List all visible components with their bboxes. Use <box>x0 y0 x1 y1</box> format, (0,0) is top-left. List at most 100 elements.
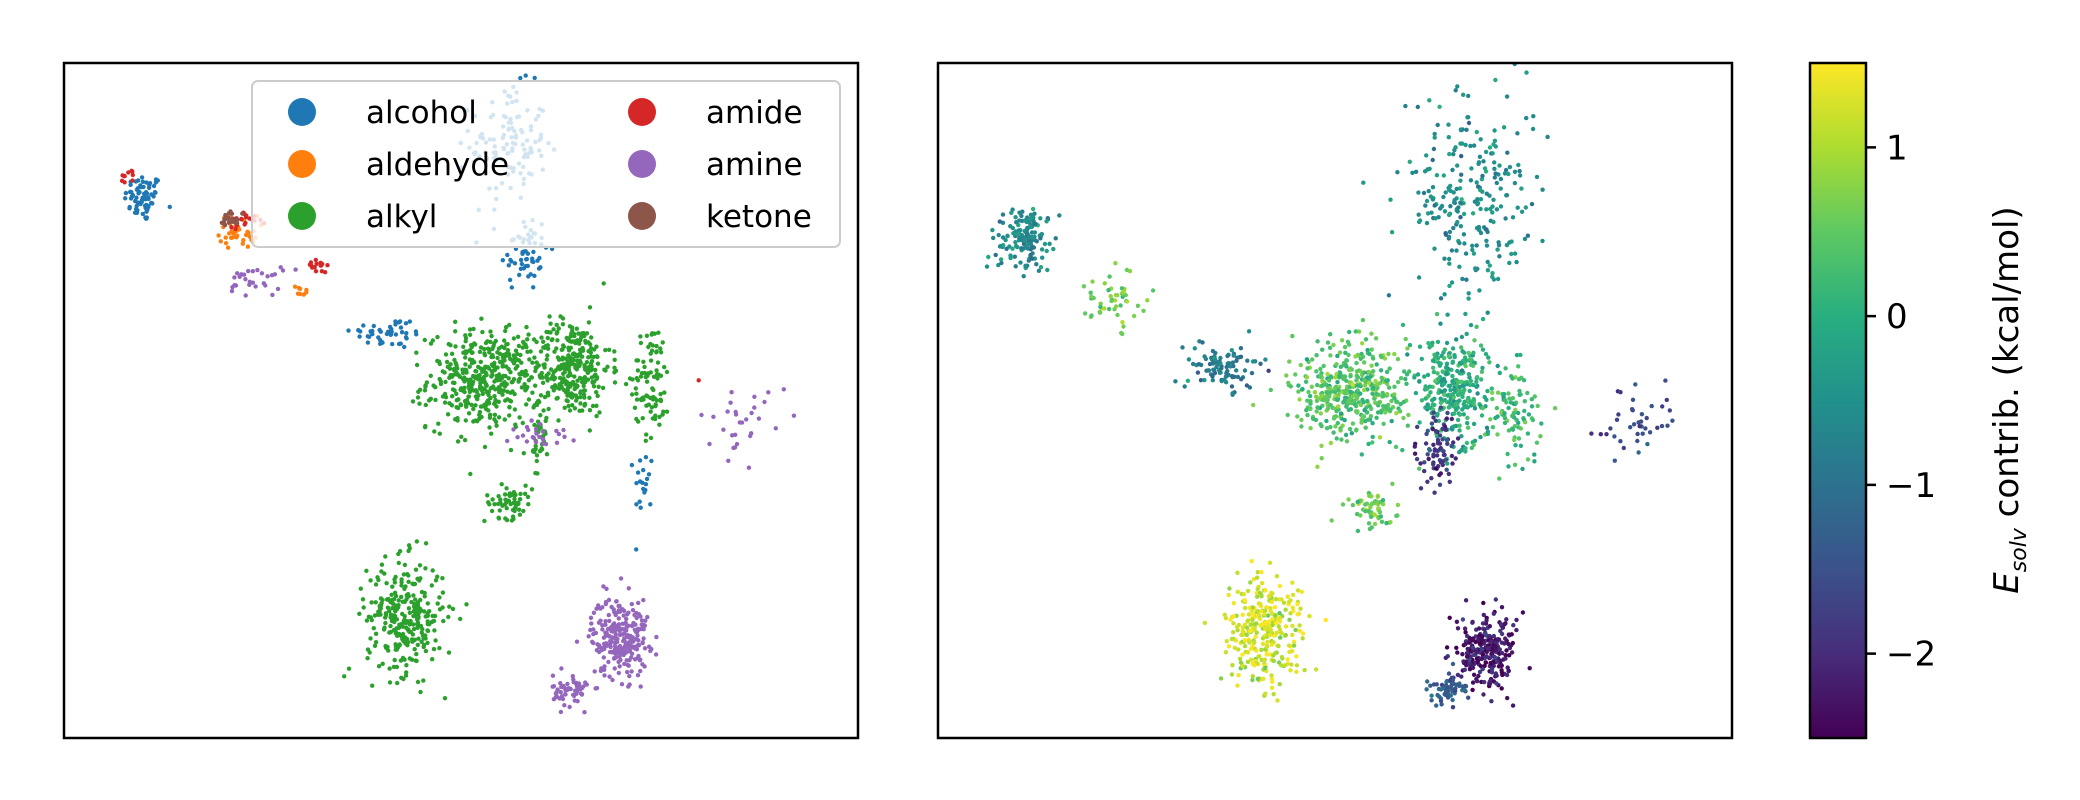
energy-point <box>1277 615 1283 621</box>
point-alcohol <box>141 184 146 190</box>
energy-point <box>1495 247 1500 252</box>
energy-point <box>1312 390 1318 395</box>
point-alkyl <box>511 377 517 382</box>
point-alkyl <box>422 590 427 596</box>
energy-point <box>1025 219 1031 224</box>
energy-point <box>1020 235 1025 241</box>
point-alkyl <box>442 400 448 405</box>
energy-point <box>1446 353 1452 359</box>
energy-point <box>1370 434 1375 440</box>
point-alkyl <box>487 350 492 355</box>
energy-point <box>1324 418 1329 424</box>
point-alkyl <box>507 404 512 410</box>
energy-point <box>1239 632 1244 638</box>
point-alkyl <box>494 377 499 382</box>
point-alkyl <box>485 339 490 344</box>
energy-point <box>1005 233 1010 239</box>
point-alkyl <box>508 447 514 453</box>
energy-point <box>1374 415 1379 420</box>
energy-point <box>1355 388 1360 393</box>
energy-point <box>1388 407 1393 412</box>
point-amine <box>600 623 605 628</box>
energy-point <box>1514 617 1519 623</box>
energy-point <box>1519 209 1525 214</box>
point-alkyl <box>649 405 655 410</box>
energy-point <box>1242 368 1248 373</box>
point-amine <box>595 642 600 647</box>
energy-point <box>1459 434 1464 439</box>
energy-point <box>1426 456 1431 462</box>
energy-point <box>1419 398 1425 403</box>
point-alkyl <box>422 337 427 343</box>
point-amine <box>558 681 563 686</box>
point-alkyl <box>525 337 530 342</box>
energy-point <box>1438 698 1444 704</box>
point-alkyl <box>512 391 517 397</box>
energy-point <box>1259 608 1264 614</box>
point-alkyl <box>662 390 667 395</box>
point-alkyl <box>464 370 469 375</box>
point-alkyl <box>582 395 587 400</box>
energy-point <box>1512 251 1518 256</box>
energy-point <box>1365 347 1370 353</box>
colorbar-gradient <box>1810 63 1866 738</box>
point-alkyl <box>581 388 587 393</box>
energy-point <box>1485 268 1491 273</box>
colorbar-label: Esolv contrib. (kcal/mol) <box>1987 206 2032 593</box>
point-amine <box>592 669 597 674</box>
point-alkyl <box>644 393 649 398</box>
energy-point <box>1379 519 1385 524</box>
point-aldehyde <box>292 284 298 289</box>
point-amine <box>559 666 564 671</box>
energy-point <box>1462 241 1467 246</box>
energy-point <box>1474 180 1479 185</box>
point-alkyl <box>404 663 409 668</box>
energy-point <box>1019 213 1024 219</box>
energy-point <box>1107 274 1112 279</box>
energy-point <box>1484 243 1490 248</box>
point-amide <box>119 178 125 183</box>
point-alkyl <box>546 393 551 398</box>
energy-point <box>1439 203 1445 209</box>
point-amine <box>553 691 559 696</box>
energy-point <box>1470 620 1475 625</box>
energy-point <box>1481 600 1486 606</box>
point-alkyl <box>453 329 458 334</box>
energy-point <box>1458 178 1463 183</box>
point-alkyl <box>629 392 635 397</box>
energy-point <box>1360 413 1365 419</box>
energy-point <box>1335 353 1340 359</box>
energy-point <box>1475 679 1480 684</box>
point-alkyl <box>396 598 401 603</box>
point-alkyl <box>496 516 502 521</box>
energy-point <box>1279 654 1285 660</box>
energy-point <box>1515 131 1520 136</box>
point-alcohol <box>519 261 525 267</box>
energy-point <box>1474 324 1479 329</box>
energy-point <box>1430 197 1436 202</box>
point-amine <box>752 394 757 399</box>
energy-point <box>1480 189 1485 194</box>
energy-point <box>1115 312 1120 318</box>
energy-point <box>1250 677 1255 683</box>
point-alkyl <box>537 426 542 431</box>
point-alkyl <box>661 409 666 414</box>
energy-point <box>1492 128 1497 133</box>
energy-point <box>1474 129 1480 135</box>
energy-point <box>1495 390 1501 395</box>
energy-point <box>1354 427 1359 432</box>
point-alkyl <box>425 640 430 646</box>
energy-point <box>1219 366 1224 371</box>
point-alkyl <box>500 361 505 366</box>
energy-point <box>1373 378 1378 384</box>
energy-point <box>1442 392 1447 397</box>
point-alkyl <box>406 548 411 554</box>
point-amine <box>734 441 740 447</box>
point-alkyl <box>586 355 591 360</box>
energy-point <box>1362 408 1367 413</box>
point-alcohol <box>393 319 398 324</box>
energy-point <box>1285 657 1290 662</box>
point-alkyl <box>583 338 588 344</box>
point-amine <box>265 274 270 279</box>
point-alkyl <box>654 343 659 349</box>
